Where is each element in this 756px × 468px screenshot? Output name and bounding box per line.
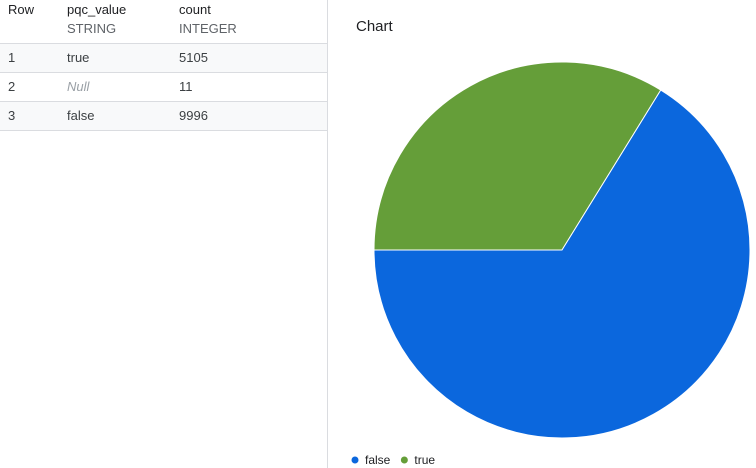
column-type: STRING (67, 21, 117, 36)
table-cell: 1 (8, 50, 16, 65)
table-cell: 11 (179, 79, 193, 94)
table-cell: true (67, 50, 90, 65)
legend-label: false (365, 453, 391, 467)
table-cell: false (67, 108, 95, 123)
table-cell: 3 (8, 108, 16, 123)
table-cell: 5105 (179, 50, 208, 65)
pie-slice (373, 61, 662, 251)
pie-slice (373, 89, 751, 439)
column-type: INTEGER (179, 21, 237, 36)
table-header: Row pqc_value STRING count INTEGER (0, 0, 327, 44)
legend-label: true (414, 453, 435, 467)
table-body: 1 true 5105 2 Null 11 3 false 9996 (0, 44, 327, 131)
table-cell: Null (67, 79, 90, 94)
table-row: 3 false 9996 (0, 102, 327, 131)
table-row: 1 true 5105 (0, 44, 327, 73)
legend-marker (351, 456, 359, 464)
table-cell: 2 (8, 79, 16, 94)
column-name: Row (8, 2, 35, 17)
chart-title: Chart (356, 18, 394, 35)
column-name: pqc_value (67, 2, 127, 17)
table-row: 2 Null 11 (0, 73, 327, 102)
table-cell: 9996 (179, 108, 208, 123)
column-name: count (179, 2, 211, 17)
legend-marker (400, 456, 408, 464)
results-table: Row pqc_value STRING count INTEGER 1 true… (0, 0, 328, 468)
